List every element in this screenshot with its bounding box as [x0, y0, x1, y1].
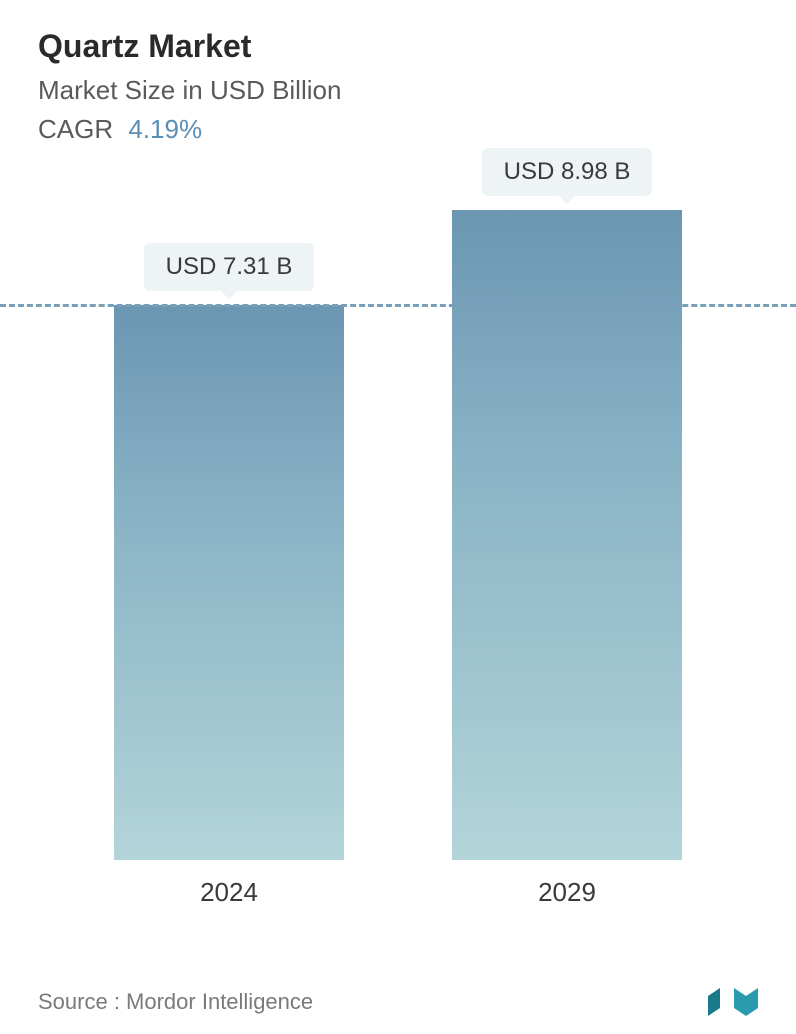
brand-logo	[708, 988, 758, 1016]
cagr-line: CAGR 4.19%	[38, 114, 758, 145]
bar-2029	[452, 210, 682, 860]
reference-line	[0, 304, 796, 307]
bars-container: USD 7.31 B 2024 USD 8.98 B 2029	[0, 195, 796, 860]
logo-icon	[708, 988, 732, 1016]
chart-area: USD 7.31 B 2024 USD 8.98 B 2029	[0, 195, 796, 915]
value-label: USD 8.98 B	[482, 148, 653, 196]
logo-icon	[734, 988, 758, 1016]
x-axis-label: 2029	[452, 877, 682, 908]
chart-subtitle: Market Size in USD Billion	[38, 75, 758, 106]
chart-title: Quartz Market	[38, 28, 758, 65]
chart-header: Quartz Market Market Size in USD Billion…	[0, 0, 796, 145]
bar-2024	[114, 305, 344, 860]
source-text: Source : Mordor Intelligence	[38, 989, 313, 1015]
bar-group-2024: USD 7.31 B 2024	[114, 243, 344, 860]
cagr-value: 4.19%	[128, 114, 202, 144]
x-axis-label: 2024	[114, 877, 344, 908]
cagr-label: CAGR	[38, 114, 113, 144]
value-label: USD 7.31 B	[144, 243, 315, 291]
chart-footer: Source : Mordor Intelligence	[38, 988, 758, 1016]
bar-group-2029: USD 8.98 B 2029	[452, 148, 682, 860]
